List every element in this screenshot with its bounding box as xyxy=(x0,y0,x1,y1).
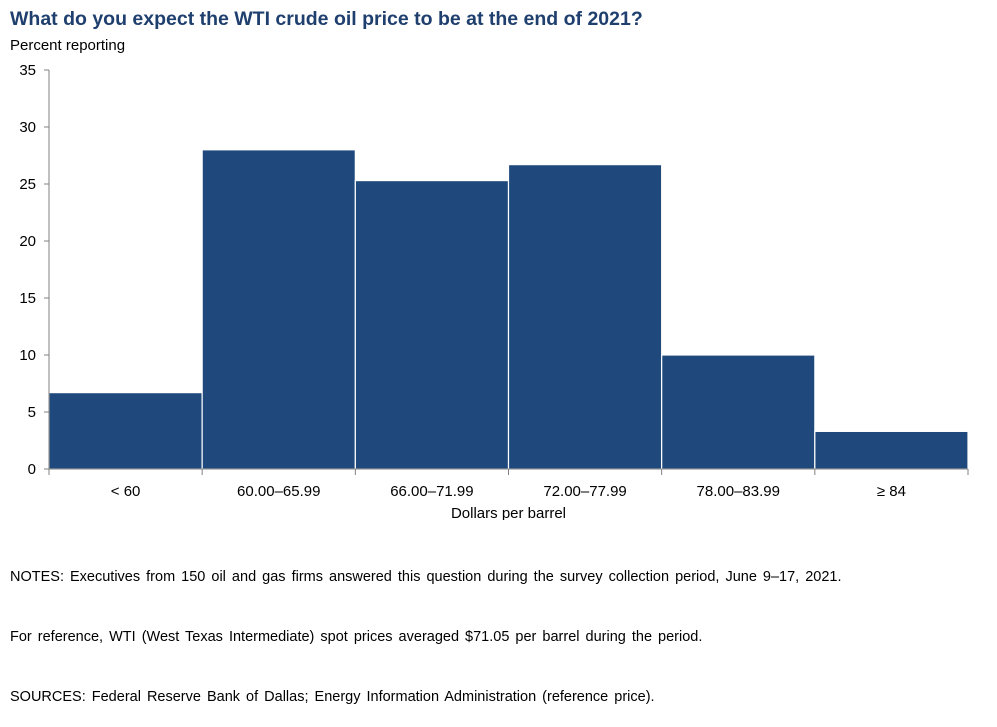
x-tick-label-4: 78.00–83.99 xyxy=(697,483,780,500)
y-ticks-group: 0 5 10 15 20 25 30 35 xyxy=(19,62,49,478)
bar-5 xyxy=(814,430,969,470)
note-line-1: NOTES: Executives from 150 oil and gas f… xyxy=(10,569,842,585)
x-tick-label-3: 72.00–77.99 xyxy=(543,483,626,500)
bar-2 xyxy=(354,179,510,470)
y-tick-label: 25 xyxy=(19,176,36,193)
x-tick-label-5: ≥ 84 xyxy=(877,483,906,500)
y-tick-label: 35 xyxy=(19,62,36,79)
y-tick-label: 30 xyxy=(19,119,36,136)
y-tick-label: 10 xyxy=(19,347,36,364)
x-ticks-group: < 60 60.00–65.99 66.00–71.99 72.00–77.99 78.… xyxy=(48,469,969,500)
y-axis-label: Percent reporting xyxy=(10,37,126,54)
bars-group xyxy=(48,149,969,470)
x-tick-label-1: 60.00–65.99 xyxy=(237,483,320,500)
x-tick-label-2: 66.00–71.99 xyxy=(390,483,473,500)
note-line-2: For reference, WTI (West Texas Intermedi… xyxy=(10,629,703,645)
bar-1 xyxy=(201,149,356,470)
note-line-3: SOURCES: Federal Reserve Bank of Dallas;… xyxy=(10,689,655,705)
y-tick-label: 0 xyxy=(28,461,36,478)
chart-title: What do you expect the WTI crude oil pri… xyxy=(10,8,643,30)
bar-0 xyxy=(48,392,203,470)
bar-3 xyxy=(507,164,663,470)
y-tick-label: 20 xyxy=(19,233,36,250)
bar-chart: 0 5 10 15 20 25 30 35 < 60 60.00–65.99 66.00–71.9… xyxy=(19,62,969,520)
bar-4 xyxy=(661,354,816,470)
y-tick-label: 15 xyxy=(19,290,36,307)
notes-block: NOTES: Executives from 150 oil and gas f… xyxy=(10,527,842,727)
y-tick-label: 5 xyxy=(28,404,36,421)
x-axis-label: Dollars per barrel xyxy=(451,505,566,520)
x-tick-label-0: < 60 xyxy=(111,483,141,500)
